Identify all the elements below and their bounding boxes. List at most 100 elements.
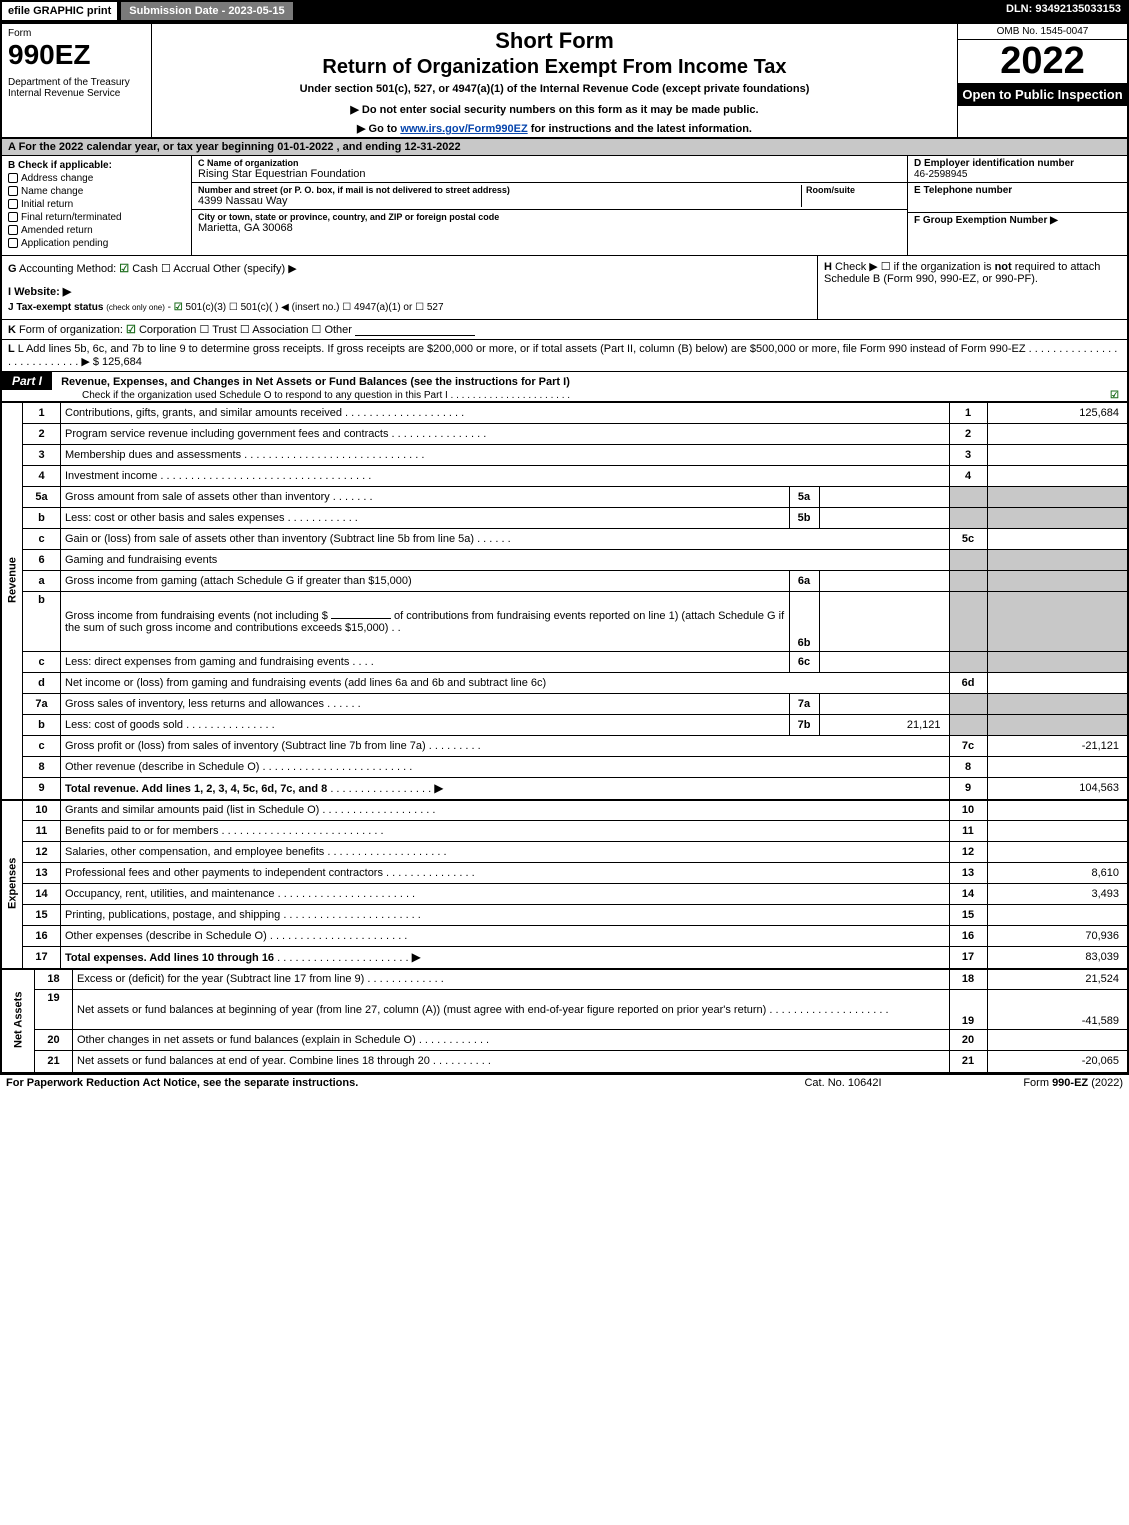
line-num: 15 [23, 905, 61, 926]
checkbox-icon [8, 212, 18, 222]
line-ref: 1 [949, 403, 987, 424]
website-row: I Website: ▶ [8, 285, 811, 298]
table-row: 20Other changes in net assets or fund ba… [2, 1030, 1127, 1051]
part1-sub: Check if the organization used Schedule … [2, 390, 1127, 401]
table-row: 15Printing, publications, postage, and s… [2, 905, 1127, 926]
line-amt [987, 842, 1127, 863]
line-ref: 12 [949, 842, 987, 863]
table-row: bLess: cost or other basis and sales exp… [2, 508, 1127, 529]
col-h: H Check ▶ ☐ if the organization is not r… [817, 256, 1127, 319]
line-ref: 13 [949, 863, 987, 884]
line-desc: Excess or (deficit) for the year (Subtra… [73, 969, 950, 990]
line-amt: 8,610 [987, 863, 1127, 884]
line-num: c [23, 529, 61, 550]
check-icon: ☑ [119, 263, 129, 275]
col-g: G Accounting Method: ☑ Cash ☐ Accrual Ot… [2, 256, 817, 319]
line-amt-shade [987, 694, 1127, 715]
table-row: 13Professional fees and other payments t… [2, 863, 1127, 884]
table-row: 2Program service revenue including gover… [2, 424, 1127, 445]
line-amt-shade [987, 592, 1127, 652]
table-row: 14Occupancy, rent, utilities, and mainte… [2, 884, 1127, 905]
line-ref: 20 [949, 1030, 987, 1051]
table-row: bGross income from fundraising events (n… [2, 592, 1127, 652]
line-amt: 104,563 [987, 778, 1127, 799]
line-num: c [23, 736, 61, 757]
line-amt: 83,039 [987, 947, 1127, 968]
table-row: 9Total revenue. Add lines 1, 2, 3, 4, 5c… [2, 778, 1127, 799]
dln-label: DLN: 93492135033153 [998, 0, 1129, 22]
ein-value: 46-2598945 [914, 169, 1121, 180]
line-desc: Gain or (loss) from sale of assets other… [61, 529, 950, 550]
table-row: cGross profit or (loss) from sales of in… [2, 736, 1127, 757]
chk-label: Amended return [21, 225, 93, 236]
sub-amt [819, 508, 949, 529]
city: Marietta, GA 30068 [198, 222, 499, 234]
line-num: 18 [35, 969, 73, 990]
do-not-enter-ssn: ▶ Do not enter social security numbers o… [158, 103, 951, 116]
line-desc: Net assets or fund balances at beginning… [73, 990, 950, 1030]
table-row: 5aGross amount from sale of assets other… [2, 487, 1127, 508]
line-amt: 125,684 [987, 403, 1127, 424]
chk-initial-return[interactable]: Initial return [8, 199, 185, 210]
line-ref-shade [949, 592, 987, 652]
chk-label: Address change [21, 173, 93, 184]
table-row: 19Net assets or fund balances at beginni… [2, 990, 1127, 1030]
line-amt [987, 1030, 1127, 1051]
sub-label: 6b [789, 592, 819, 652]
form-label: Form [8, 28, 145, 39]
ein-label: D Employer identification number [914, 158, 1121, 169]
chk-application-pending[interactable]: Application pending [8, 238, 185, 249]
sub-label: 6a [789, 571, 819, 592]
efile-print-button[interactable]: efile GRAPHIC print [0, 0, 119, 22]
line-amt: 21,524 [987, 969, 1127, 990]
check-icon: ☑ [126, 324, 136, 336]
chk-label: Name change [21, 186, 83, 197]
table-row: 11Benefits paid to or for members . . . … [2, 821, 1127, 842]
line-ref: 11 [949, 821, 987, 842]
part1-badge: Part I [2, 372, 52, 390]
chk-final-return[interactable]: Final return/terminated [8, 212, 185, 223]
line-desc: Investment income . . . . . . . . . . . … [61, 466, 950, 487]
group-exempt-label: F Group Exemption Number ▶ [914, 215, 1121, 226]
chk-name-change[interactable]: Name change [8, 186, 185, 197]
other-org-input[interactable] [355, 324, 475, 336]
line-amt: -41,589 [987, 990, 1127, 1030]
sub-label: 6c [789, 652, 819, 673]
line-num: b [23, 592, 61, 652]
footer-left: For Paperwork Reduction Act Notice, see … [6, 1077, 763, 1089]
table-row: 3Membership dues and assessments . . . .… [2, 445, 1127, 466]
chk-address-change[interactable]: Address change [8, 173, 185, 184]
line-amt-shade [987, 571, 1127, 592]
tax-exempt-status: J Tax-exempt status (check only one) - ☑… [8, 302, 811, 313]
line-num: 4 [23, 466, 61, 487]
line-desc: Gross income from gaming (attach Schedul… [61, 571, 790, 592]
irs-link[interactable]: www.irs.gov/Form990EZ [400, 123, 527, 135]
netassets-table: Net Assets18Excess or (deficit) for the … [2, 968, 1127, 1072]
city-row: City or town, state or province, country… [192, 210, 907, 255]
line-amt: 3,493 [987, 884, 1127, 905]
line-amt-shade [987, 508, 1127, 529]
line-desc: Gaming and fundraising events [61, 550, 950, 571]
org-name: Rising Star Equestrian Foundation [198, 168, 901, 180]
row-l: L L Add lines 5b, 6c, and 7b to line 9 t… [2, 340, 1127, 372]
sub-amt [819, 487, 949, 508]
line-desc: Gross income from fundraising events (no… [61, 592, 790, 652]
line-num: 8 [23, 757, 61, 778]
line-ref: 2 [949, 424, 987, 445]
line-num: 10 [23, 800, 61, 821]
line-ref: 5c [949, 529, 987, 550]
line-ref: 6d [949, 673, 987, 694]
line-desc: Net income or (loss) from gaming and fun… [61, 673, 950, 694]
org-name-row: C Name of organization Rising Star Eques… [192, 156, 907, 183]
chk-amended-return[interactable]: Amended return [8, 225, 185, 236]
line-num: 3 [23, 445, 61, 466]
sub-amt [819, 694, 949, 715]
check-icon: ☑ [1110, 390, 1119, 401]
table-row: 21Net assets or fund balances at end of … [2, 1051, 1127, 1072]
tax-year: 2022 [958, 40, 1127, 83]
city-label: City or town, state or province, country… [198, 212, 499, 222]
part1-header-row: Part I Revenue, Expenses, and Changes in… [2, 372, 1127, 402]
line-num: 1 [23, 403, 61, 424]
table-row: 4Investment income . . . . . . . . . . .… [2, 466, 1127, 487]
table-row: aGross income from gaming (attach Schedu… [2, 571, 1127, 592]
